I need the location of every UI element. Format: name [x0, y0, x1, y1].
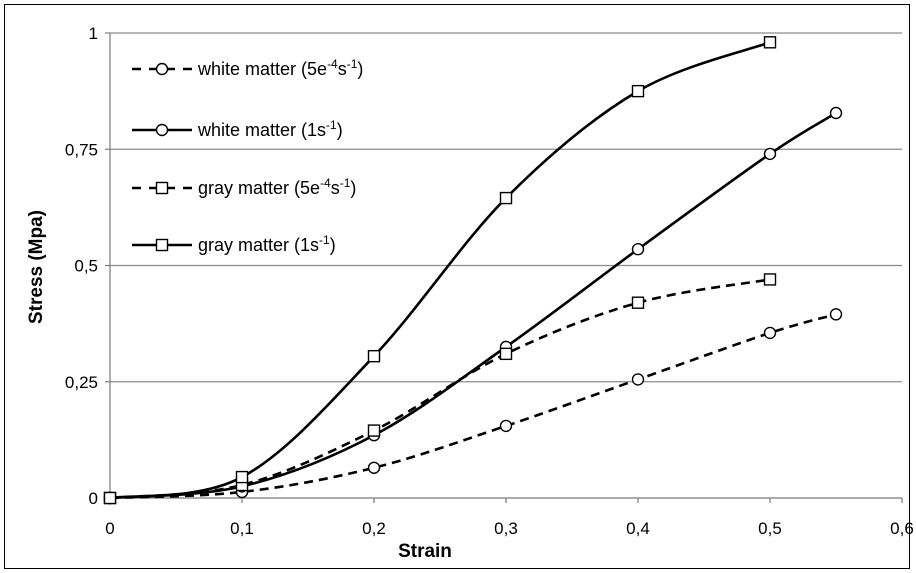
series-1-point-6 [829, 106, 843, 120]
series-line-2 [109, 278, 771, 500]
chart-frame [4, 4, 910, 569]
axes [105, 32, 903, 503]
legend-text-base-2: gray matter (5e [198, 178, 320, 198]
series-2-point-5 [763, 273, 777, 286]
legend-sup-2: -4 [320, 176, 331, 190]
legend-entry-3: gray matter (1s-1) [132, 233, 336, 255]
tick-labels: 0 0,1 0,2 0,3 0,4 0,5 0,6 0 0,25 0,5 0,75 1 [65, 24, 914, 538]
series-0-point-5 [763, 326, 777, 340]
x-tick-label-3: 0,3 [494, 519, 518, 538]
legend-entry-2: gray matter (5e-4s-1) [132, 176, 356, 198]
x-tick-label-5: 0,5 [758, 519, 782, 538]
y-tick-label-1: 0,25 [65, 373, 98, 392]
legend-sup-1: -1 [326, 118, 337, 132]
legend-marker-3 [155, 238, 169, 252]
legend-text-base-0: white matter (5e [197, 59, 327, 79]
series-0-point-4 [631, 373, 645, 386]
legend-sup2-2: -1 [340, 176, 351, 190]
y-tick-label-2: 0,5 [74, 257, 98, 276]
legend-text-end-0: ) [357, 59, 363, 79]
x-tick-label-4: 0,4 [626, 519, 650, 538]
y-tick-label-3: 0,75 [65, 140, 98, 159]
series-0 [103, 308, 843, 505]
series-2-point-3 [499, 347, 513, 361]
legend-text-mid-1: ) [337, 120, 343, 140]
series-3-point-2 [367, 349, 381, 363]
series-3-point-1 [235, 470, 249, 484]
legend-label-1: white matter (1s-1) [197, 118, 343, 140]
legend-text-mid-2: s [331, 178, 340, 198]
series-line-3 [109, 41, 771, 500]
x-tick-label-0: 0 [105, 519, 114, 538]
series-3-point-4 [631, 84, 645, 98]
series-3 [103, 36, 777, 505]
data-series [103, 36, 843, 505]
legend-label-3: gray matter (1s-1) [198, 233, 336, 255]
series-1-point-4 [631, 243, 645, 256]
legend-text-base-3: gray matter (1s [198, 235, 319, 255]
legend-label-0: white matter (5e-4s-1) [197, 57, 363, 79]
series-line-0 [109, 313, 837, 500]
series-2-point-4 [631, 296, 645, 309]
series-1-point-5 [763, 147, 777, 161]
series-3-point-0 [103, 491, 117, 505]
x-axis-title: Strain [398, 541, 452, 562]
series-0-point-6 [829, 308, 843, 321]
legend-marker-1 [155, 123, 169, 137]
series-2 [103, 273, 777, 505]
series-3-point-3 [499, 191, 513, 205]
y-tick-label-4: 1 [89, 24, 98, 43]
legend-sup-3: -1 [319, 233, 330, 247]
legend-sup-0: -4 [327, 57, 338, 71]
x-tick-label-2: 0,2 [362, 519, 386, 538]
series-1 [103, 106, 843, 505]
legend: white matter (5e-4s-1)white matter (1s-1… [132, 57, 363, 255]
legend-text-end-2: ) [350, 178, 356, 198]
legend-text-base-1: white matter (1s [197, 120, 326, 140]
series-3-point-5 [763, 36, 777, 49]
legend-marker-0 [155, 62, 169, 76]
x-tick-label-1: 0,1 [230, 519, 254, 538]
series-2-point-2 [367, 424, 381, 437]
x-tick-label-6: 0,6 [890, 519, 914, 538]
legend-text-mid-3: ) [330, 235, 336, 255]
legend-marker-2 [155, 181, 169, 195]
y-axis-title: Stress (Mpa) [26, 210, 47, 324]
legend-entry-1: white matter (1s-1) [132, 118, 343, 140]
legend-text-mid-0: s [338, 59, 347, 79]
legend-label-2: gray matter (5e-4s-1) [198, 176, 356, 198]
series-0-point-3 [499, 419, 513, 433]
series-0-point-2 [367, 461, 381, 474]
legend-entry-0: white matter (5e-4s-1) [132, 57, 363, 79]
legend-sup2-0: -1 [347, 57, 358, 71]
y-tick-label-0: 0 [89, 489, 98, 508]
series-line-1 [109, 111, 837, 500]
